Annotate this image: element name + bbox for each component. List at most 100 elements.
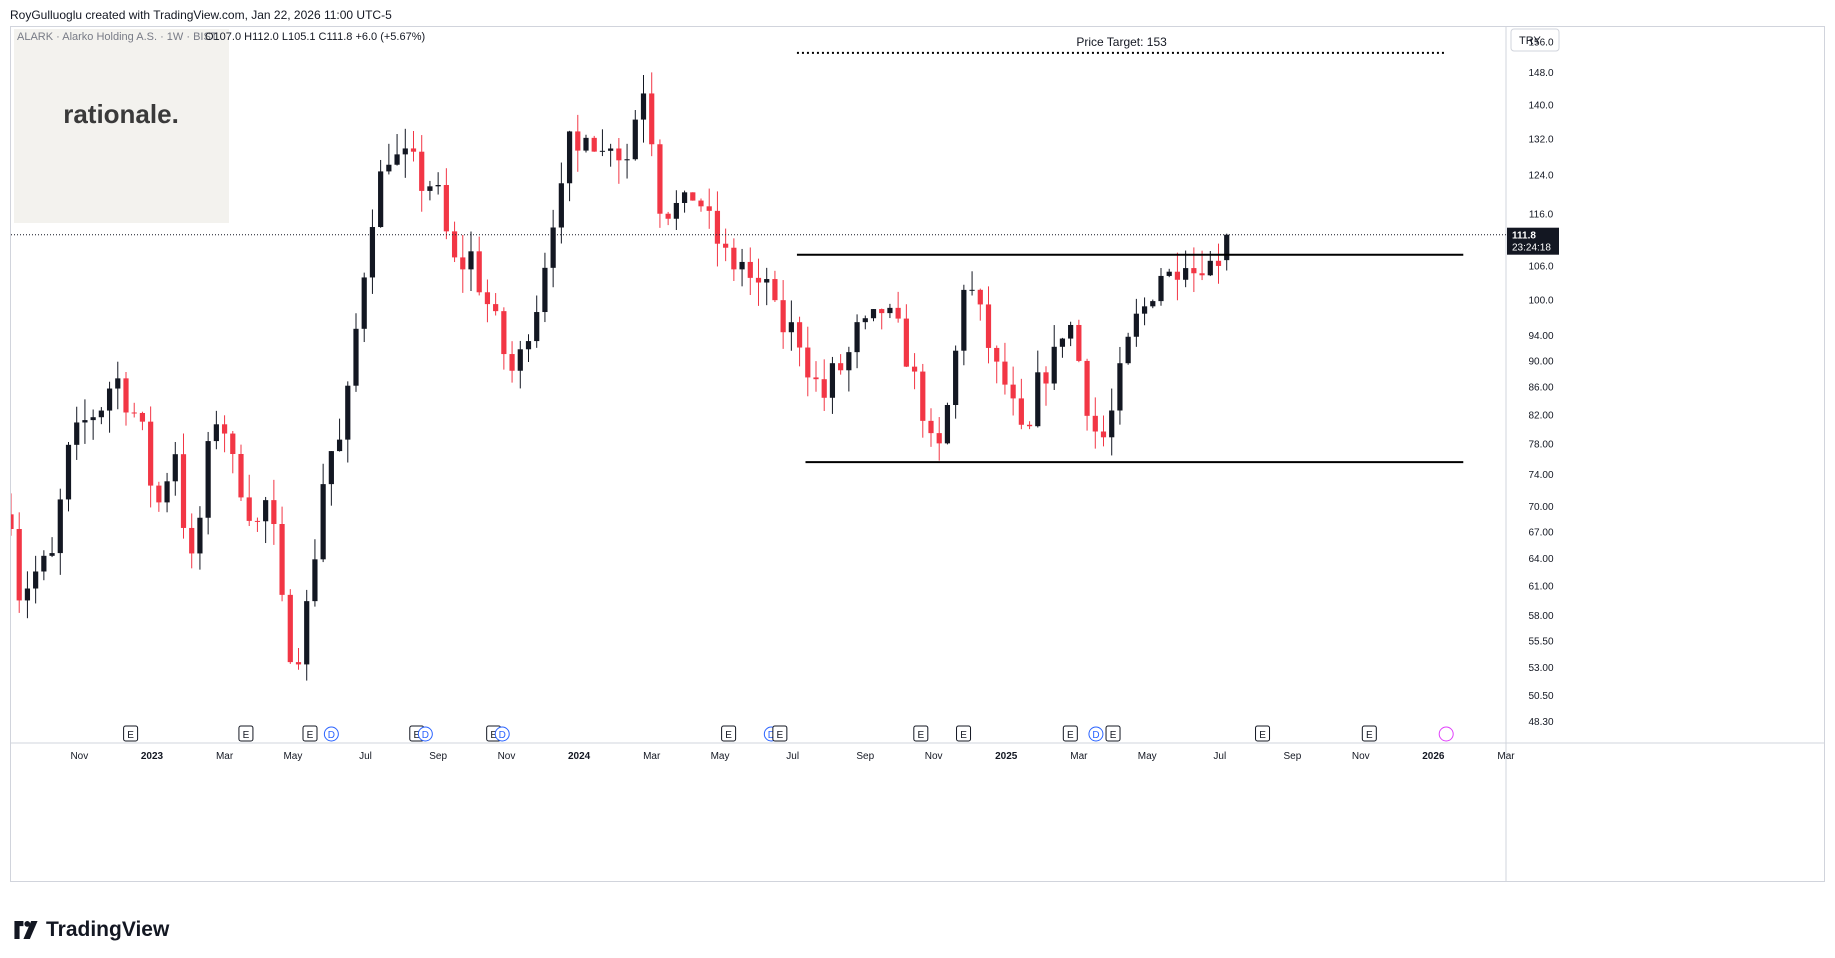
x-tick-label: Mar [643, 751, 661, 762]
earnings-marker[interactable] [772, 725, 788, 742]
dividend-marker[interactable] [1088, 726, 1104, 742]
candle-body [172, 454, 178, 482]
earnings-marker[interactable] [1361, 725, 1377, 742]
event-marker-letter: D [1092, 730, 1099, 741]
candle-body [148, 421, 154, 486]
candle-body [862, 318, 868, 323]
candle-body [887, 307, 893, 314]
event-marker-letter: E [307, 730, 314, 741]
y-tick-label: 106.0 [1528, 262, 1553, 273]
candle-body [1100, 431, 1107, 438]
candle-body [747, 261, 753, 278]
y-tick-label: 55.50 [1528, 636, 1553, 647]
candle-body [295, 662, 302, 665]
candle-body [123, 378, 129, 413]
candle-body [1084, 360, 1090, 416]
candle-body [550, 227, 556, 268]
x-tick-label: Nov [498, 751, 516, 762]
candle-body [33, 571, 39, 589]
candle-body [427, 186, 433, 191]
candle-body [98, 410, 104, 418]
event-marker-letter: E [127, 730, 134, 741]
candle-body [394, 154, 400, 165]
candle-body [1076, 324, 1082, 361]
x-tick-label: Nov [1352, 751, 1370, 762]
candle-body [821, 379, 827, 398]
candle-body [1068, 324, 1074, 339]
event-marker-letter: E [960, 730, 967, 741]
candle-body [65, 444, 72, 500]
y-tick-label: 64.00 [1528, 554, 1553, 565]
candle-body [681, 192, 688, 203]
x-tick-label: Mar [1497, 751, 1515, 762]
candle-body [640, 93, 647, 120]
future-events-icon[interactable] [1438, 726, 1454, 742]
earnings-marker[interactable] [123, 725, 139, 742]
candle-body [994, 347, 1000, 362]
candle-body [928, 420, 934, 434]
dividend-marker[interactable] [494, 726, 510, 742]
candle-body [279, 524, 285, 595]
earnings-marker[interactable] [1062, 725, 1078, 742]
currency-button[interactable] [1510, 28, 1560, 52]
candle-body [591, 137, 597, 152]
candle-body [345, 385, 351, 440]
candle-body [805, 347, 811, 378]
earnings-marker[interactable] [721, 725, 737, 742]
candle-body [493, 304, 499, 312]
price-chart[interactable]: rationale. ALARK · Alarko Holding A.S. · … [11, 27, 1824, 881]
earnings-marker[interactable] [913, 725, 929, 742]
y-tick-label: 100.0 [1528, 295, 1553, 306]
candle-body [616, 148, 622, 161]
candle-body [230, 433, 236, 454]
earnings-marker[interactable] [1255, 725, 1271, 742]
candle-body [221, 424, 228, 434]
candle-body [879, 309, 885, 314]
y-tick-label: 53.00 [1528, 663, 1553, 674]
earnings-marker[interactable] [956, 725, 972, 742]
dividend-marker[interactable] [417, 726, 433, 742]
last-price-countdown: 23:24:18 [1512, 243, 1551, 254]
legend-symbol[interactable]: ALARK · Alarko Holding A.S. · 1W · BIST [17, 31, 218, 43]
candle-body [772, 279, 778, 301]
tradingview-brand[interactable]: TradingView [12, 918, 169, 942]
candle-body [936, 433, 942, 444]
candle-body [665, 213, 671, 219]
candle-body [517, 349, 523, 371]
candle-body [1109, 410, 1115, 438]
earnings-marker[interactable] [238, 725, 254, 742]
candle-body [534, 312, 540, 342]
last-price-tag [1507, 227, 1559, 255]
dividend-marker[interactable] [323, 726, 339, 742]
y-tick-label: 94.00 [1528, 331, 1553, 342]
event-marker-letter: E [1110, 730, 1117, 741]
earnings-marker[interactable] [302, 725, 318, 742]
candle-body [1183, 268, 1189, 280]
event-marker-letter: E [413, 730, 420, 741]
candle-body [476, 251, 482, 293]
earnings-marker[interactable] [1105, 725, 1121, 742]
candle-body [41, 555, 47, 572]
x-tick-label: Sep [1284, 751, 1302, 762]
candle-body [410, 148, 417, 152]
event-marker-letter: E [725, 730, 732, 741]
x-tick-label: Sep [856, 751, 874, 762]
event-marker-letter: D [422, 730, 429, 741]
candle-body [82, 420, 88, 423]
candle-body [624, 159, 630, 161]
candle-body [509, 354, 515, 371]
candle-body [189, 527, 195, 554]
candle-body [657, 144, 663, 214]
chart-frame[interactable]: rationale. ALARK · Alarko Holding A.S. · … [10, 26, 1825, 882]
y-tick-label: 124.0 [1528, 171, 1553, 182]
candle-body [1141, 306, 1148, 314]
candle-body [575, 131, 581, 151]
legend-ohlc: O107.0 H112.0 L105.1 C111.8 +6.0 (+5.67%… [205, 31, 425, 43]
y-tick-label: 78.00 [1528, 439, 1553, 450]
candle-body [558, 183, 564, 228]
candle-body [911, 366, 918, 372]
candle-body [57, 499, 63, 554]
y-tick-label: 82.00 [1528, 410, 1553, 421]
candle-body [755, 277, 762, 283]
y-tick-label: 48.30 [1528, 717, 1553, 728]
